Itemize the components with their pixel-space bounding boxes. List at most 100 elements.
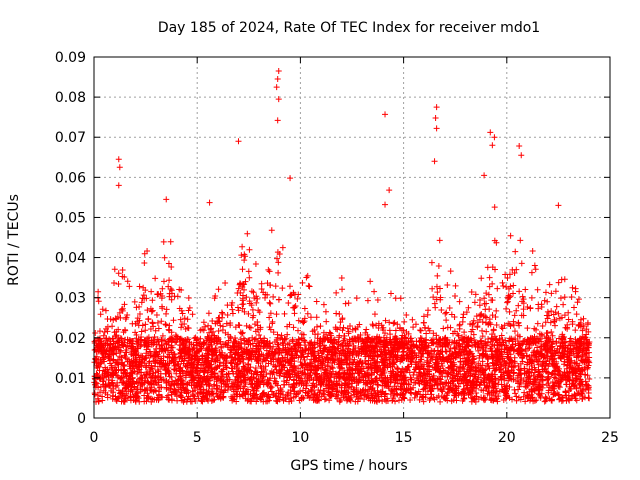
data-point [422, 347, 429, 354]
data-point [220, 323, 227, 330]
data-point [247, 324, 254, 331]
data-point [267, 300, 274, 307]
data-point [504, 299, 511, 306]
data-point [346, 323, 353, 330]
data-point [270, 293, 277, 300]
data-point [423, 330, 430, 337]
data-point [114, 379, 121, 386]
data-point [493, 307, 500, 314]
data-point [463, 309, 470, 316]
data-point [260, 289, 267, 296]
data-point [553, 303, 560, 310]
data-point [217, 322, 224, 329]
data-point [152, 275, 159, 282]
data-point [298, 362, 305, 369]
data-point [241, 308, 248, 315]
data-point [241, 257, 248, 264]
data-point [185, 325, 192, 332]
data-point [147, 305, 154, 312]
data-point [567, 335, 574, 342]
data-point [238, 378, 245, 385]
data-point [364, 297, 371, 304]
data-point [412, 366, 419, 373]
data-point [95, 288, 102, 295]
data-point [178, 324, 185, 331]
data-point [510, 290, 517, 297]
data-point [415, 388, 422, 395]
data-point [446, 305, 453, 311]
data-point [189, 311, 196, 318]
data-point [244, 230, 251, 237]
data-point [334, 387, 341, 394]
data-point [400, 392, 407, 399]
data-point [510, 336, 517, 343]
data-point [238, 330, 245, 337]
data-point [177, 316, 184, 323]
data-point [314, 331, 321, 338]
data-point [205, 310, 212, 317]
data-point [512, 390, 519, 397]
data-point [401, 332, 408, 339]
data-point [498, 332, 505, 339]
data-point [258, 285, 265, 292]
data-point [512, 248, 519, 255]
data-point [215, 286, 222, 293]
data-point [575, 364, 582, 371]
data-point [239, 329, 246, 336]
data-point [136, 283, 143, 290]
data-point [528, 294, 535, 301]
data-point [579, 327, 586, 334]
data-point [493, 321, 500, 328]
data-point [539, 351, 546, 358]
data-point [464, 339, 471, 346]
data-point [451, 314, 458, 321]
data-point [195, 395, 202, 402]
data-point [286, 283, 293, 290]
data-point [444, 324, 451, 331]
data-point [218, 309, 225, 316]
data-point [517, 396, 524, 403]
data-point [162, 321, 169, 328]
data-point [392, 398, 399, 405]
data-point [456, 298, 463, 305]
data-point [386, 319, 393, 326]
data-point [483, 328, 490, 335]
data-point [492, 266, 499, 273]
data-point [381, 330, 388, 337]
data-point [112, 343, 119, 350]
data-point [243, 322, 250, 329]
data-point [167, 285, 174, 292]
data-point [443, 317, 450, 324]
data-point [437, 285, 444, 292]
data-point [163, 310, 170, 317]
data-point [348, 383, 355, 390]
data-point [339, 286, 346, 293]
data-point [111, 279, 118, 286]
data-point [409, 316, 416, 323]
data-point [473, 313, 480, 320]
data-point [374, 297, 381, 304]
data-point [239, 243, 246, 250]
data-point [235, 307, 242, 314]
data-point [557, 295, 564, 302]
data-point [476, 302, 483, 309]
data-point [291, 388, 298, 395]
data-point [583, 326, 590, 333]
data-point [124, 278, 131, 285]
data-point [486, 274, 493, 281]
data-point [526, 344, 533, 351]
data-point [97, 389, 104, 396]
data-point [212, 293, 219, 300]
data-point [560, 301, 567, 308]
data-point [491, 204, 498, 211]
data-point [342, 300, 349, 307]
data-point [537, 394, 544, 401]
data-point [168, 264, 175, 271]
data-point [239, 266, 246, 273]
data-point [371, 288, 378, 295]
data-point [452, 293, 459, 300]
data-point [142, 375, 149, 382]
data-point [430, 394, 437, 401]
data-point [494, 285, 501, 292]
data-point [246, 274, 253, 281]
